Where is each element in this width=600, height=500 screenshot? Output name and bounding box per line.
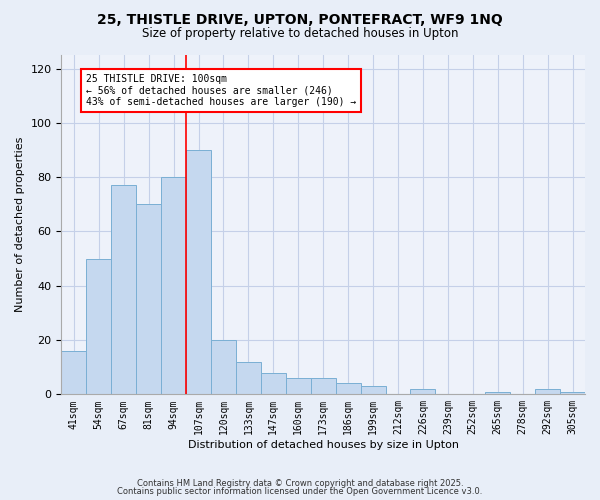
- Y-axis label: Number of detached properties: Number of detached properties: [15, 137, 25, 312]
- Bar: [286, 378, 311, 394]
- Bar: [161, 177, 186, 394]
- Text: 25, THISTLE DRIVE, UPTON, PONTEFRACT, WF9 1NQ: 25, THISTLE DRIVE, UPTON, PONTEFRACT, WF…: [97, 12, 503, 26]
- Text: Contains public sector information licensed under the Open Government Licence v3: Contains public sector information licen…: [118, 487, 482, 496]
- Text: Size of property relative to detached houses in Upton: Size of property relative to detached ho…: [142, 28, 458, 40]
- Bar: [485, 392, 510, 394]
- Bar: [111, 186, 136, 394]
- Bar: [261, 372, 286, 394]
- Bar: [560, 392, 585, 394]
- Bar: [136, 204, 161, 394]
- Bar: [335, 384, 361, 394]
- Text: 25 THISTLE DRIVE: 100sqm
← 56% of detached houses are smaller (246)
43% of semi-: 25 THISTLE DRIVE: 100sqm ← 56% of detach…: [86, 74, 356, 107]
- Bar: [86, 258, 111, 394]
- Bar: [361, 386, 386, 394]
- Bar: [311, 378, 335, 394]
- X-axis label: Distribution of detached houses by size in Upton: Distribution of detached houses by size …: [188, 440, 459, 450]
- Bar: [186, 150, 211, 394]
- Bar: [410, 389, 436, 394]
- Text: Contains HM Land Registry data © Crown copyright and database right 2025.: Contains HM Land Registry data © Crown c…: [137, 478, 463, 488]
- Bar: [535, 389, 560, 394]
- Bar: [211, 340, 236, 394]
- Bar: [61, 351, 86, 395]
- Bar: [236, 362, 261, 394]
